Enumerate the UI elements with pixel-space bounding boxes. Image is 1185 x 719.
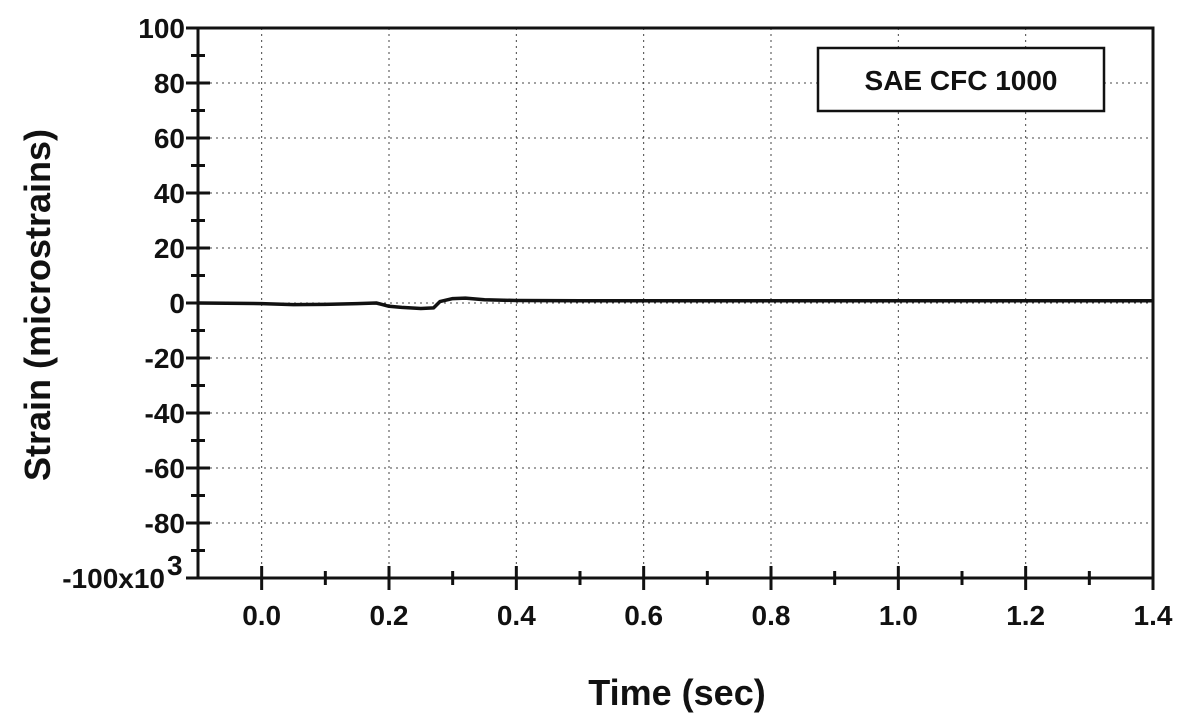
legend-box: SAE CFC 1000	[816, 46, 1106, 113]
x-tick-label: 0.0	[242, 600, 281, 631]
y-tick-label: 0	[169, 288, 185, 319]
annotation-label: SAE CFC 1000	[865, 65, 1058, 96]
y-tick-label: -40	[145, 398, 185, 429]
y-tick-label: -60	[145, 453, 185, 484]
x-tick-label: 0.2	[370, 600, 409, 631]
grid-lines	[198, 28, 1153, 578]
x-tick-label: 1.4	[1134, 600, 1173, 631]
y-axis-title: Strain (microstrains)	[17, 129, 58, 481]
y-tick-label: 80	[154, 68, 185, 99]
y-tick-label: -80	[145, 508, 185, 539]
x-tick-label: 0.6	[624, 600, 663, 631]
data-layer	[197, 296, 1154, 311]
axes	[186, 26, 1155, 590]
x-tick-label: 0.8	[752, 600, 791, 631]
annotation-frame	[816, 46, 1106, 113]
y-tick-label: 60	[154, 123, 185, 154]
tick-labels: 0.0 0.2 0.4 0.6 0.8 1.0 1.2 1.4 100 80 60 40 20 0 -20 -…	[62, 13, 1173, 631]
y-tick-label: -100x10	[62, 563, 165, 594]
y-tick-label: 20	[154, 233, 185, 264]
y-tick-exponent: 3	[167, 550, 183, 581]
y-tick-label: -20	[145, 343, 185, 374]
series-line	[197, 296, 1153, 311]
y-tick-label: 100	[138, 13, 185, 44]
x-tick-label: 0.4	[497, 600, 536, 631]
x-tick-label: 1.0	[879, 600, 918, 631]
y-tick-label: 40	[154, 178, 185, 209]
x-tick-label: 1.2	[1006, 600, 1045, 631]
x-axis-title: Time (sec)	[588, 672, 765, 713]
